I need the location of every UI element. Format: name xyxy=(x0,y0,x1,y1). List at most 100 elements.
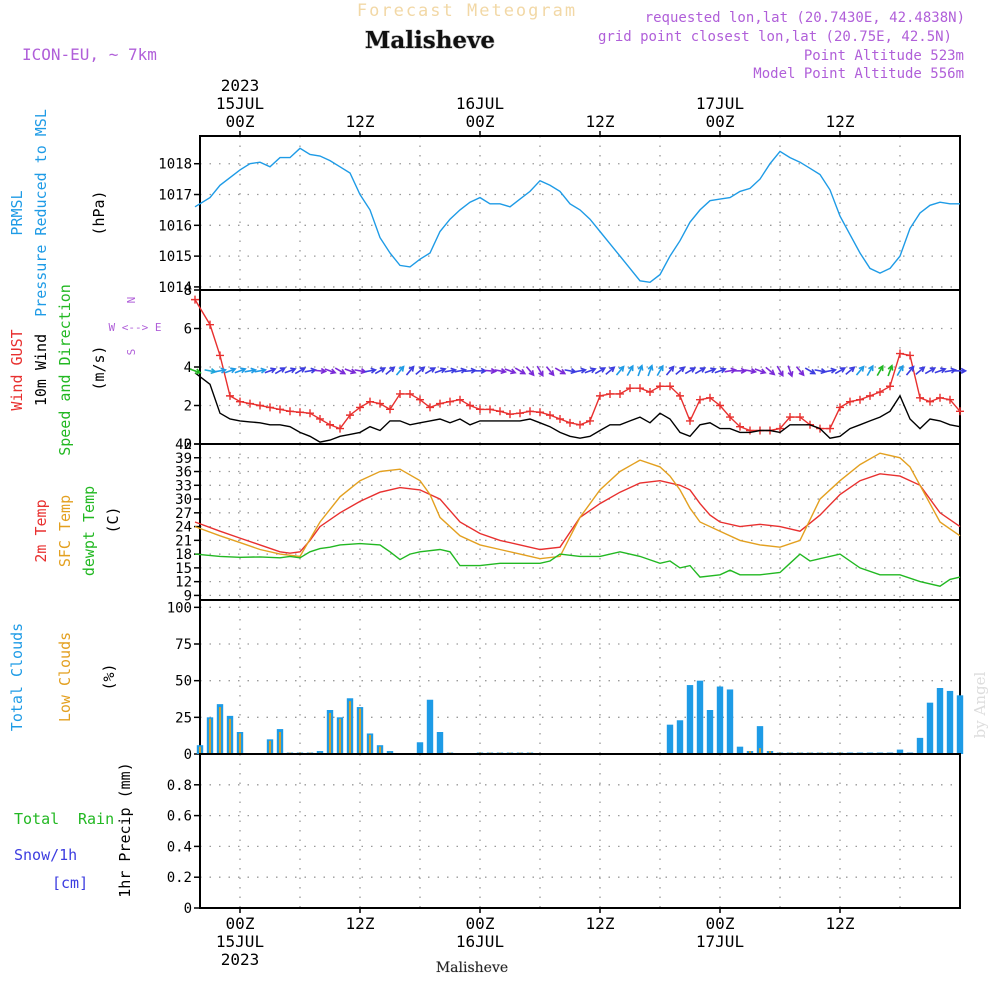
gust-marker xyxy=(856,395,864,404)
gust-marker xyxy=(386,405,394,414)
wind-arrow xyxy=(915,366,926,375)
wind-arrow-shaft xyxy=(594,367,606,375)
gust-marker xyxy=(706,393,714,402)
wind-arrow-head xyxy=(240,367,247,374)
wind-arrow xyxy=(294,367,307,375)
gust-marker xyxy=(286,407,294,416)
gust-marker xyxy=(506,410,514,419)
wind-arrow-shaft xyxy=(434,368,446,374)
wind-arrow xyxy=(214,367,228,374)
wind-arrow-head xyxy=(339,368,347,375)
wind-arrow-head xyxy=(500,368,508,375)
low-cloud-bar xyxy=(279,732,281,754)
y-tick-label: 30 xyxy=(175,492,192,508)
wind-arrow-shaft xyxy=(344,368,356,374)
wind-arrow xyxy=(525,366,535,377)
wind-arrow-head xyxy=(538,370,544,378)
low-cloud-bar xyxy=(369,734,371,754)
temp-sfc-label: SFC Temp xyxy=(56,495,74,567)
wind-arrow-head xyxy=(618,365,625,372)
low-cloud-bar xyxy=(349,701,351,754)
gust-marker xyxy=(656,382,664,391)
wind-arrow-shaft xyxy=(464,369,476,373)
low-cloud-bar xyxy=(379,746,381,754)
series-line-2m-temp xyxy=(194,473,961,554)
gust-marker xyxy=(406,389,414,398)
low-cloud-bar xyxy=(769,751,771,754)
wind-arrow-shaft xyxy=(395,366,405,376)
top-time-label: 12Z xyxy=(586,112,615,131)
wind-arrow-shaft xyxy=(704,368,716,374)
bottom-time-label: 2023 xyxy=(221,950,260,969)
wind-arrow-head xyxy=(559,368,567,375)
wind-arrow xyxy=(814,368,828,375)
wind-arrow-shaft xyxy=(374,367,386,375)
wind-arrow-shaft xyxy=(605,366,615,375)
wind-arrow-shaft xyxy=(924,367,936,375)
compass-south: S xyxy=(125,349,138,356)
gust-marker xyxy=(236,397,244,406)
wind-arrow-shaft xyxy=(944,369,956,373)
wind-arrow-head xyxy=(250,367,258,374)
y-tick-label: 0.8 xyxy=(167,778,192,794)
wind-arrow xyxy=(554,367,567,375)
top-title: Forecast Meteogram xyxy=(357,1,577,21)
wind-arrow-shaft xyxy=(494,369,506,373)
wind-arrow xyxy=(324,368,337,375)
wind-arrow xyxy=(887,364,894,377)
gust-marker xyxy=(786,413,794,422)
wind-arrow xyxy=(395,365,405,376)
bottom-time-label: 12Z xyxy=(826,914,855,933)
gust-marker xyxy=(256,401,264,410)
gust-marker xyxy=(726,413,734,422)
wind-arrow-head xyxy=(960,367,968,374)
wind-arrow-head xyxy=(689,367,697,373)
y-tick-label: 1014 xyxy=(158,280,192,296)
wind-arrow-shaft xyxy=(637,365,643,377)
wind-arrow-shaft xyxy=(934,368,946,374)
gust-marker xyxy=(216,351,224,360)
wind-arrow xyxy=(675,366,686,375)
y-tick-label: 1017 xyxy=(158,188,192,204)
precip-snow-label: Snow/1h xyxy=(14,846,77,864)
wind-arrow-head xyxy=(750,368,758,375)
gust-marker xyxy=(716,401,724,410)
y-tick-label: 75 xyxy=(175,637,192,653)
gust-marker xyxy=(956,407,964,416)
wind-arrow xyxy=(474,367,488,374)
gust-marker xyxy=(596,391,604,400)
wind-arrow-shaft xyxy=(787,365,793,377)
wind-arrow xyxy=(896,364,904,377)
gust-marker xyxy=(606,389,614,398)
wind-arrow-shaft xyxy=(574,369,586,373)
total-cloud-bar xyxy=(956,695,964,754)
gust-marker xyxy=(646,388,654,397)
y-tick-label: 2 xyxy=(184,399,192,415)
bottom-time-label: 00Z xyxy=(466,914,495,933)
wind-arrow xyxy=(866,364,874,377)
gust-marker xyxy=(516,409,524,418)
wind-arrow-shaft xyxy=(364,369,376,373)
gust-marker xyxy=(356,403,364,412)
wind-arrow xyxy=(855,365,865,376)
wind-arrow-shaft xyxy=(876,365,884,377)
y-tick-label: 42 xyxy=(175,437,192,453)
wind-arrow-shaft xyxy=(254,369,266,373)
series-line-dewpt-temp xyxy=(194,542,961,587)
wind-arrow xyxy=(264,367,277,374)
wind-arrow-shaft xyxy=(744,369,756,373)
low-cloud-bar xyxy=(759,748,761,754)
wind-arrow-shaft xyxy=(354,369,366,373)
pressure-unit-label: (hPa) xyxy=(90,190,108,235)
wind-arrow-head xyxy=(679,366,686,373)
wind-arrow xyxy=(905,365,915,376)
gust-marker xyxy=(436,399,444,408)
wind-arrow-shaft xyxy=(504,368,516,374)
compass-west-east: W <--> E xyxy=(109,321,162,334)
total-cloud-bar xyxy=(916,737,924,754)
wind-arrow xyxy=(284,367,297,374)
top-time-label: 17JUL xyxy=(696,94,744,113)
y-tick-label: 24 xyxy=(175,520,192,536)
wind-arrow-shaft xyxy=(264,368,276,374)
wind-arrow-shaft xyxy=(234,368,246,374)
